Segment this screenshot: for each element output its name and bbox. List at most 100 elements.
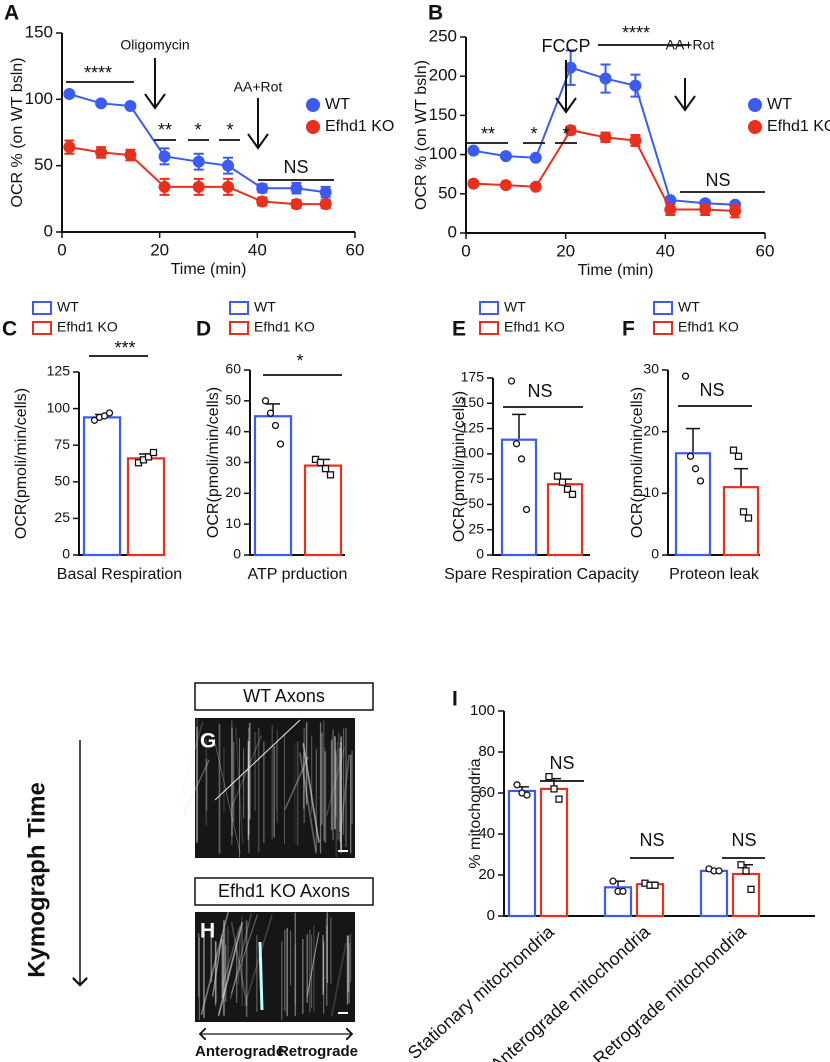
data-point	[512, 440, 521, 448]
data-point	[564, 124, 577, 137]
data-point	[222, 180, 235, 193]
y-tick-label: 0	[476, 546, 484, 562]
annotation: NS	[731, 830, 756, 850]
data-point	[744, 514, 753, 522]
y-tick-label: 30	[225, 453, 241, 469]
y-tick-label: 50	[54, 473, 70, 489]
legend-swatch	[479, 301, 499, 315]
x-axis-label: Basal Respiration	[57, 566, 182, 583]
panel-letter: I	[452, 688, 458, 711]
y-tick-label: 60	[225, 361, 241, 377]
kymo-title: Efhd1 KO Axons	[218, 881, 350, 901]
kymo-streak	[330, 942, 347, 1017]
kymo-streak	[231, 735, 262, 808]
data-point	[545, 772, 553, 781]
data-point	[529, 151, 542, 164]
y-tick-label: 50	[438, 183, 457, 202]
data-point	[261, 397, 270, 405]
data-point	[124, 99, 137, 112]
data-point	[568, 490, 577, 498]
data-point	[555, 795, 563, 803]
bar	[253, 415, 293, 557]
kymograph-area: WT Axons G Efhd1 KO Axons H Kymograph Ti…	[23, 682, 374, 1060]
y-tick-label: 100	[47, 399, 71, 415]
y-tick-label: 40	[478, 825, 495, 842]
title-box	[194, 877, 374, 906]
y-tick-label: 100	[461, 445, 485, 461]
annotation: AA+Rot	[234, 79, 283, 95]
bar	[303, 464, 343, 557]
data-point	[256, 182, 269, 195]
data-point	[696, 477, 705, 485]
y-tick-label: 20	[225, 484, 241, 500]
data-point	[523, 791, 531, 799]
y-tick-label: 175	[461, 369, 485, 385]
data-point	[266, 409, 275, 417]
data-point	[513, 781, 521, 789]
legend-swatch	[653, 321, 673, 335]
bar	[507, 789, 537, 918]
data-point	[529, 180, 542, 193]
y-tick-label: 150	[461, 394, 485, 410]
y-tick-label: 50	[34, 155, 53, 174]
legend-marker	[306, 98, 320, 112]
y-tick-label: 125	[47, 363, 71, 379]
data-point	[664, 203, 677, 216]
bar	[699, 869, 729, 918]
legend-swatch	[229, 321, 249, 335]
kymo-streak	[217, 921, 244, 1016]
y-tick-label: 0	[487, 907, 495, 924]
legend-label: Efhd1 KO	[325, 118, 394, 135]
legend-marker	[748, 120, 762, 134]
bar	[539, 787, 569, 918]
y-tick-label: 10	[225, 515, 241, 531]
annotation: ****	[84, 63, 112, 83]
kymo-streak	[258, 941, 264, 1011]
data-point	[149, 448, 158, 457]
y-tick-label: 0	[44, 221, 53, 240]
data-point	[326, 471, 335, 479]
kymo-streak	[284, 756, 310, 810]
x-axis-label: Proteon leak	[669, 566, 760, 583]
data-point	[95, 97, 108, 110]
kymo-streak	[338, 754, 350, 842]
annotation: *	[226, 120, 233, 140]
legend-swatch	[229, 301, 249, 315]
data-point	[629, 79, 642, 92]
data-point	[290, 198, 303, 211]
kymo-streak	[306, 932, 320, 997]
data-point	[609, 877, 617, 885]
data-point	[321, 465, 330, 473]
bar	[722, 486, 760, 557]
y-tick-label: 75	[468, 470, 484, 486]
y-tick-label: 25	[468, 520, 484, 536]
annotation: **	[158, 120, 172, 140]
y-tick-label: 60	[478, 784, 495, 801]
y-tick-label: 20	[643, 422, 659, 438]
legend-swatch	[653, 301, 673, 315]
y-tick-label: 200	[429, 66, 457, 85]
legend-swatch	[32, 301, 52, 315]
legend-marker	[306, 120, 320, 134]
data-point	[499, 150, 512, 163]
arrow-head	[555, 97, 577, 114]
y-tick-label: 0	[448, 222, 457, 241]
kymo-streak	[215, 744, 241, 854]
data-point	[699, 203, 712, 216]
data-point	[619, 887, 627, 896]
y-tick-label: 20	[478, 866, 495, 883]
data-point	[691, 465, 700, 473]
kymo-streak	[178, 721, 204, 803]
y-axis-label: OCR(pmoli/min/cells)	[205, 387, 222, 538]
legend-label: WT	[504, 299, 526, 315]
data-point	[290, 182, 303, 195]
data-point	[319, 186, 332, 199]
data-point	[256, 195, 269, 208]
x-tick-label: 40	[656, 241, 675, 260]
data-point	[553, 472, 562, 480]
data-point	[686, 452, 695, 460]
data-point	[599, 72, 612, 85]
annotation: NS	[283, 157, 308, 177]
